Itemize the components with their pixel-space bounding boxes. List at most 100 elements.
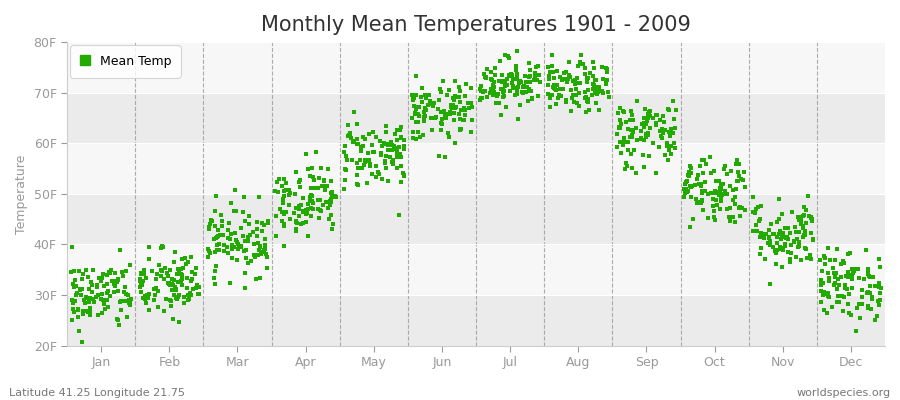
Point [736,176,751,183]
Point [238,218,253,224]
Point [446,110,461,117]
Point [503,87,517,94]
Point [444,104,458,110]
Point [691,180,706,187]
Point [515,88,529,95]
Point [283,215,297,222]
Point [409,106,423,112]
Point [180,259,194,266]
Point [580,96,595,102]
Point [662,129,676,136]
Point [783,230,797,236]
Point [236,209,250,216]
Point [708,216,723,223]
Point [679,186,693,192]
Point [550,82,564,88]
Point [505,82,519,89]
Point [359,180,374,187]
Point [613,139,627,146]
Point [338,176,352,183]
Point [288,191,302,198]
Point [580,75,594,82]
Point [73,287,87,294]
Point [213,212,228,218]
Point [412,113,427,119]
Point [323,196,338,203]
Point [430,106,445,112]
Point [694,183,708,189]
Point [769,249,783,256]
Point [257,236,272,243]
Point [677,186,691,192]
Point [350,121,365,127]
Point [502,73,517,80]
Point [453,115,467,122]
Point [287,210,302,216]
Point [871,298,886,304]
Point [84,312,98,318]
Point [492,100,507,106]
Point [390,165,404,172]
Point [484,86,499,92]
Point [236,232,250,239]
Point [641,110,655,117]
Point [418,95,433,101]
Point [863,274,878,280]
Point [658,126,672,133]
Point [667,140,681,146]
Point [561,76,575,82]
Point [272,175,286,182]
Point [184,254,198,260]
Point [408,94,422,101]
Point [845,266,859,272]
Point [66,281,80,287]
Point [457,93,472,99]
Point [246,229,260,236]
Point [378,157,392,164]
Point [595,88,609,94]
Point [248,254,262,260]
Point [683,224,698,230]
Point [392,212,407,218]
Point [551,95,565,101]
Point [301,232,315,239]
Point [572,90,587,96]
Point [679,179,693,186]
Point [577,71,591,77]
Point [101,288,115,294]
Point [590,87,604,94]
Bar [68,194,885,244]
Point [310,205,325,212]
Point [552,92,566,98]
Point [303,205,318,211]
Point [543,104,557,110]
Point [814,268,829,274]
Point [395,170,410,177]
Point [94,309,109,316]
Point [202,254,216,260]
Point [65,296,79,303]
Bar [68,295,885,346]
Point [523,73,537,79]
Point [67,268,81,274]
Point [203,250,218,256]
Point [436,108,451,114]
Point [376,140,391,146]
Point [462,104,476,111]
Point [178,254,193,261]
Point [828,257,842,263]
Point [193,290,207,297]
Point [860,271,875,277]
Point [394,179,409,186]
Point [183,290,197,296]
Point [578,95,592,102]
Point [369,134,383,140]
Point [872,256,886,262]
Point [653,116,668,123]
Point [783,250,797,256]
Point [95,297,110,303]
Point [80,273,94,280]
Point [766,244,780,250]
Point [338,152,353,159]
Point [480,66,494,72]
